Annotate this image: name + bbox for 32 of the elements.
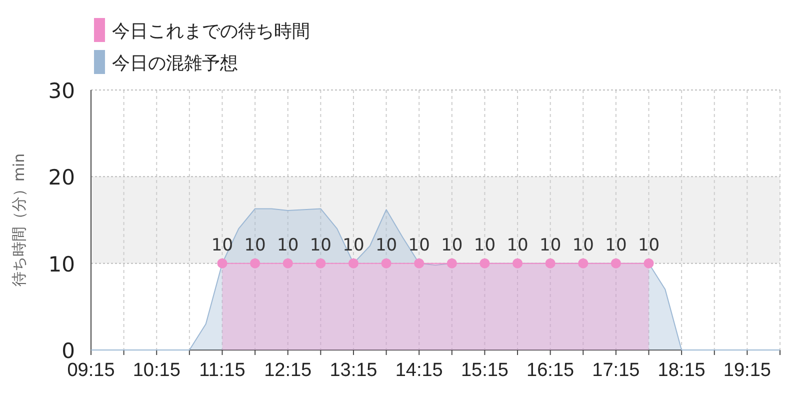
legend-label: 今日これまでの待ち時間 (112, 21, 310, 42)
y-tick-label: 20 (48, 166, 75, 190)
x-tick-label: 13:15 (330, 360, 378, 381)
x-tick-label: 14:15 (395, 360, 443, 381)
x-tick-label: 12:15 (264, 360, 312, 381)
x-tick-label: 15:15 (460, 360, 508, 381)
data-label: 10 (310, 235, 332, 256)
x-tick-label: 18:15 (658, 360, 706, 381)
data-label: 10 (441, 235, 463, 256)
data-label: 10 (244, 235, 266, 256)
data-label: 10 (572, 235, 594, 256)
data-label: 10 (506, 235, 528, 256)
x-tick-label: 09:15 (67, 360, 115, 381)
y-axis-title: 待ち時間（分）min (10, 153, 28, 287)
y-tick-label: 10 (48, 252, 75, 276)
y-tick-label: 30 (48, 79, 75, 103)
data-label: 10 (211, 235, 234, 256)
legend-label: 今日の混雑予想 (112, 53, 238, 74)
data-label: 10 (277, 235, 299, 256)
data-label: 10 (540, 235, 562, 256)
data-label: 10 (638, 235, 660, 256)
x-tick-label: 10:15 (132, 360, 180, 381)
data-label: 10 (408, 235, 430, 256)
x-tick-label: 16:15 (526, 360, 574, 381)
x-tick-label: 17:15 (592, 360, 640, 381)
data-label: 10 (375, 235, 398, 256)
data-label: 10 (605, 235, 627, 256)
data-label: 10 (474, 235, 496, 256)
data-label: 10 (342, 235, 364, 256)
x-tick-label: 19:15 (723, 360, 771, 381)
x-tick-label: 11:15 (199, 360, 246, 381)
y-tick-label: 0 (62, 339, 75, 363)
